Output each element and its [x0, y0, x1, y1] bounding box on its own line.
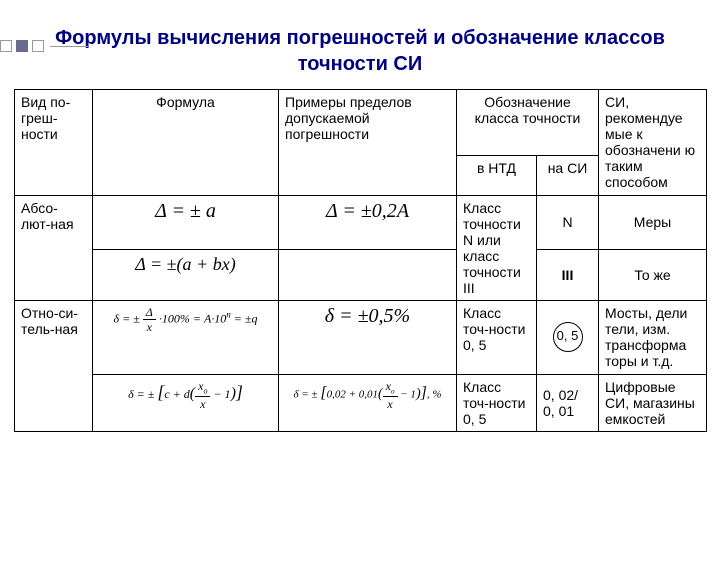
table-row: δ = ± [c + d(xox − 1)] δ = ± [0,02 + 0,0…	[15, 374, 707, 431]
hdr-recommended: СИ, рекомендуе мые к обозначени ю таким …	[599, 90, 707, 196]
hdr-example: Примеры пределов допускаемой погрешности	[279, 90, 457, 196]
table-row: Отно-си-тель-ная δ = ± Δx ·100% = A·10n …	[15, 301, 707, 374]
formula-cell: δ = ± [c + d(xox − 1)]	[93, 374, 279, 431]
ntd-cell: Класс точности N или класс точности III	[457, 195, 537, 301]
formula-cell: Δ = ± a	[93, 195, 279, 250]
example-cell: δ = ± [0,02 + 0,01(xox − 1)], %	[279, 374, 457, 431]
example-cell: δ = ±0,5%	[279, 301, 457, 374]
example-cell	[279, 250, 457, 301]
deco-line	[50, 46, 88, 47]
hdr-formula: Формула	[93, 90, 279, 196]
error-formulas-table: Вид по-греш-ности Формула Примеры предел…	[14, 89, 707, 432]
hdr-ntd: в НТД	[457, 155, 537, 195]
hdr-si: на СИ	[537, 155, 599, 195]
si-cell: N	[537, 195, 599, 250]
header-row: Вид по-греш-ности Формула Примеры предел…	[15, 90, 707, 156]
si-cell: 0, 5	[537, 301, 599, 374]
deco-square	[0, 40, 12, 52]
slide-title: Формулы вычисления погрешностей и обозна…	[20, 25, 700, 77]
rec-cell: Меры	[599, 195, 707, 250]
table-row: Δ = ±(a + bx) III То же	[15, 250, 707, 301]
deco-square	[32, 40, 44, 52]
kind-absolute: Абсо-лют-ная	[15, 195, 93, 301]
slide-decoration	[0, 40, 88, 52]
rec-cell: То же	[599, 250, 707, 301]
ntd-cell: Класс точ-ности 0, 5	[457, 301, 537, 374]
formula-cell: δ = ± Δx ·100% = A·10n = ±q	[93, 301, 279, 374]
ntd-cell: Класс точ-ности 0, 5	[457, 374, 537, 431]
si-cell: III	[537, 250, 599, 301]
table-row: Абсо-лют-ная Δ = ± a Δ = ±0,2A Класс точ…	[15, 195, 707, 250]
hdr-kind: Вид по-греш-ности	[15, 90, 93, 196]
si-cell: 0, 02/ 0, 01	[537, 374, 599, 431]
rec-cell: Мосты, дели тели, изм. трансформа торы и…	[599, 301, 707, 374]
rec-cell: Цифровые СИ, магазины емкостей	[599, 374, 707, 431]
example-cell: Δ = ±0,2A	[279, 195, 457, 250]
formula-cell: Δ = ±(a + bx)	[93, 250, 279, 301]
hdr-designation: Обозначение класса точности	[457, 90, 599, 156]
deco-square-filled	[16, 40, 28, 52]
kind-relative: Отно-си-тель-ная	[15, 301, 93, 432]
circle-icon: 0, 5	[553, 322, 583, 352]
